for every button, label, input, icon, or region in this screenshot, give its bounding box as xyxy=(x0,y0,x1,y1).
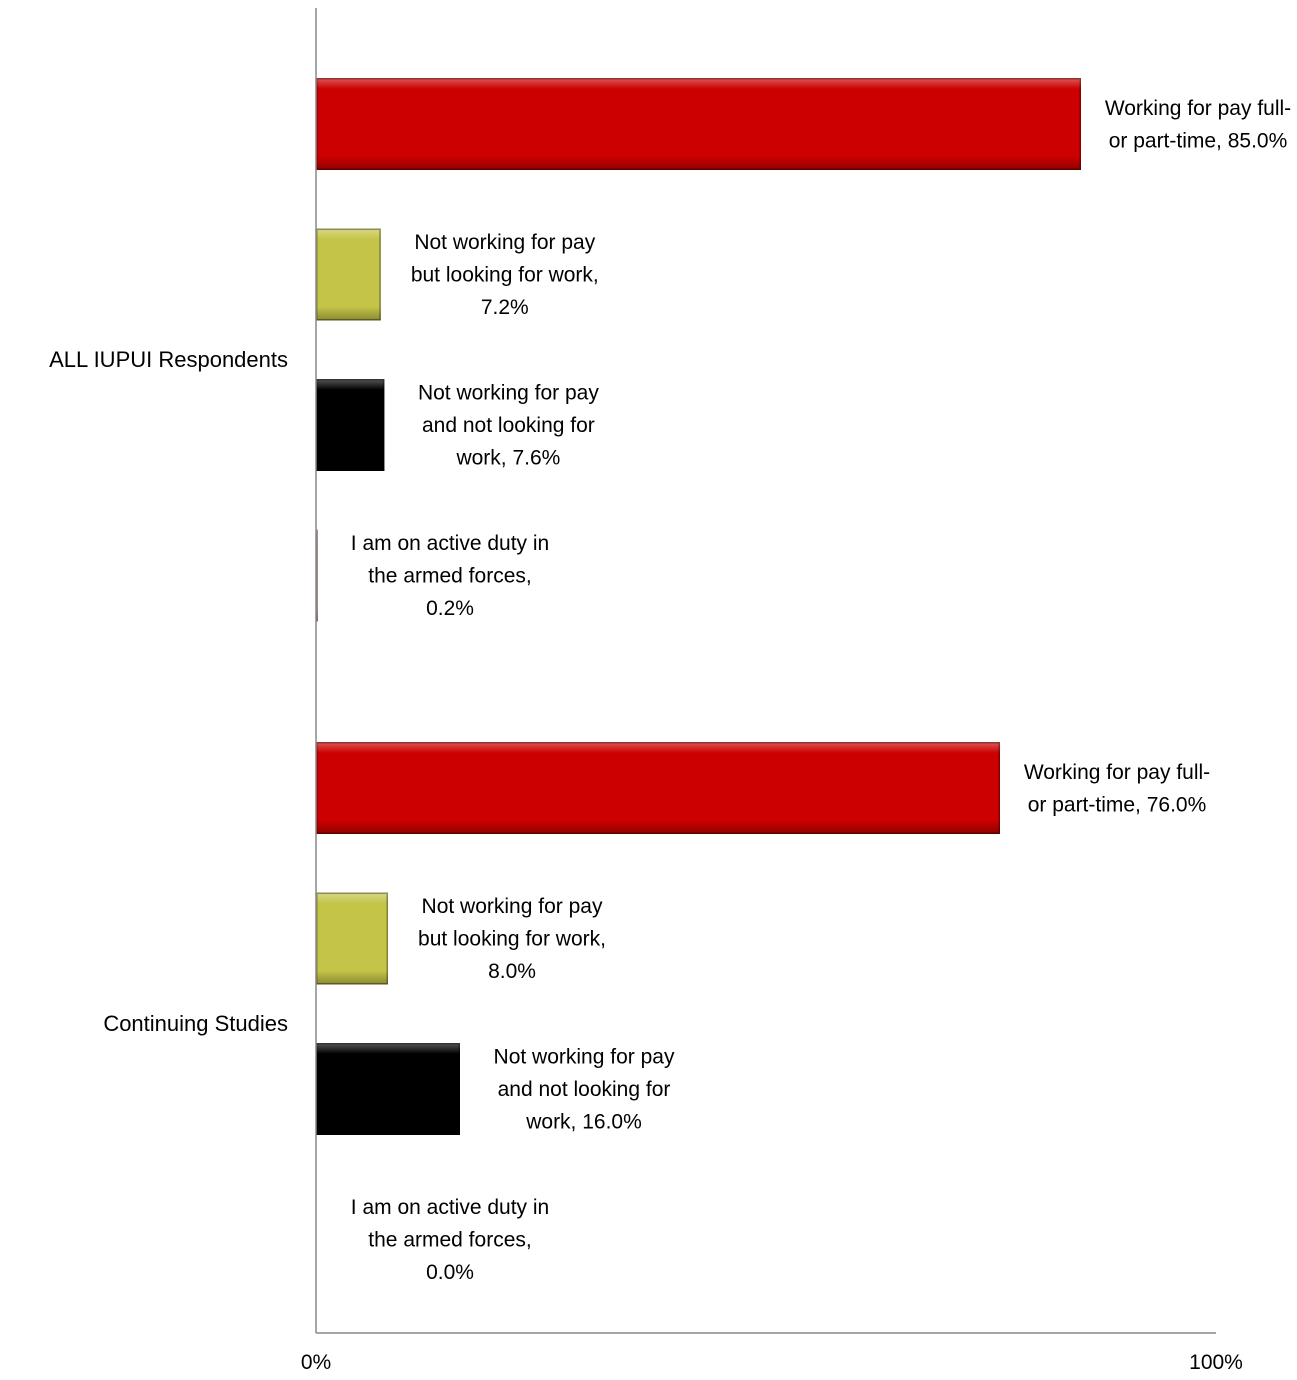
data-label: Not working for pay and not looking for wo… xyxy=(418,382,599,470)
data-label: Working for pay full-or part-time, 76.0% xyxy=(1024,761,1210,817)
data-label: Not working for pay and not looking for wo… xyxy=(494,1046,675,1134)
data-label-line: Not working for pay xyxy=(422,895,603,918)
data-label-line: 0.0% xyxy=(426,1261,474,1284)
bar-group-1-bar-3 xyxy=(316,379,385,471)
data-label-line: or part-time, 85.0% xyxy=(1109,129,1288,152)
data-label-line: Working for pay full- xyxy=(1105,97,1291,120)
data-label: Not working for pay but looking for work,… xyxy=(411,231,599,319)
data-label-line: 8.0% xyxy=(488,960,536,983)
data-label: Not working for pay but looking for work,… xyxy=(418,895,606,983)
x-tick-label: 0% xyxy=(301,1351,331,1374)
data-label-line: 7.2% xyxy=(481,296,529,319)
category-label: ALL IUPUI Respondents xyxy=(49,347,288,372)
data-label: I am on active duty in the armed forces, 0… xyxy=(351,532,549,620)
data-label-line: Not working for pay xyxy=(494,1046,675,1069)
bar-bevel xyxy=(316,379,385,471)
data-label-line: or part-time, 76.0% xyxy=(1028,793,1207,816)
data-label-line: Working for pay full- xyxy=(1024,761,1210,784)
bar-bevel xyxy=(316,78,1081,170)
data-label-line: I am on active duty in xyxy=(351,1196,549,1219)
bar-group-1-bar-2 xyxy=(316,228,381,321)
category-label: Continuing Studies xyxy=(103,1011,288,1036)
bar-group-1-bar-1 xyxy=(316,78,1081,170)
data-label-line: work, 16.0% xyxy=(525,1111,642,1134)
data-label-line: and not looking for xyxy=(498,1078,671,1101)
bar-group-2-bar-3 xyxy=(316,1043,460,1135)
data-label-line: I am on active duty in xyxy=(351,532,549,555)
data-label: Working for pay full-or part-time, 85.0% xyxy=(1105,97,1291,153)
data-label-line: Not working for pay xyxy=(418,382,599,405)
bar-bevel xyxy=(316,228,381,321)
bar-group-2-bar-1 xyxy=(316,742,1000,834)
data-label-line: and not looking for xyxy=(422,414,595,437)
bar-bevel xyxy=(316,742,1000,834)
data-label-line: 0.2% xyxy=(426,597,474,620)
bar-bevel xyxy=(316,529,318,622)
data-label-line: work, 7.6% xyxy=(455,447,560,470)
data-label-line: but looking for work, xyxy=(418,928,606,951)
bar-bevel xyxy=(316,1043,460,1135)
data-label-line: the armed forces, xyxy=(368,565,531,588)
bar-group-2-bar-2 xyxy=(316,892,388,985)
data-label-line: the armed forces, xyxy=(368,1229,531,1252)
data-label-line: but looking for work, xyxy=(411,264,599,287)
bar-bevel xyxy=(316,892,388,985)
x-tick-label: 100% xyxy=(1189,1351,1243,1374)
data-label: I am on active duty in the armed forces, 0… xyxy=(351,1196,549,1284)
data-label-line: Not working for pay xyxy=(414,231,595,254)
